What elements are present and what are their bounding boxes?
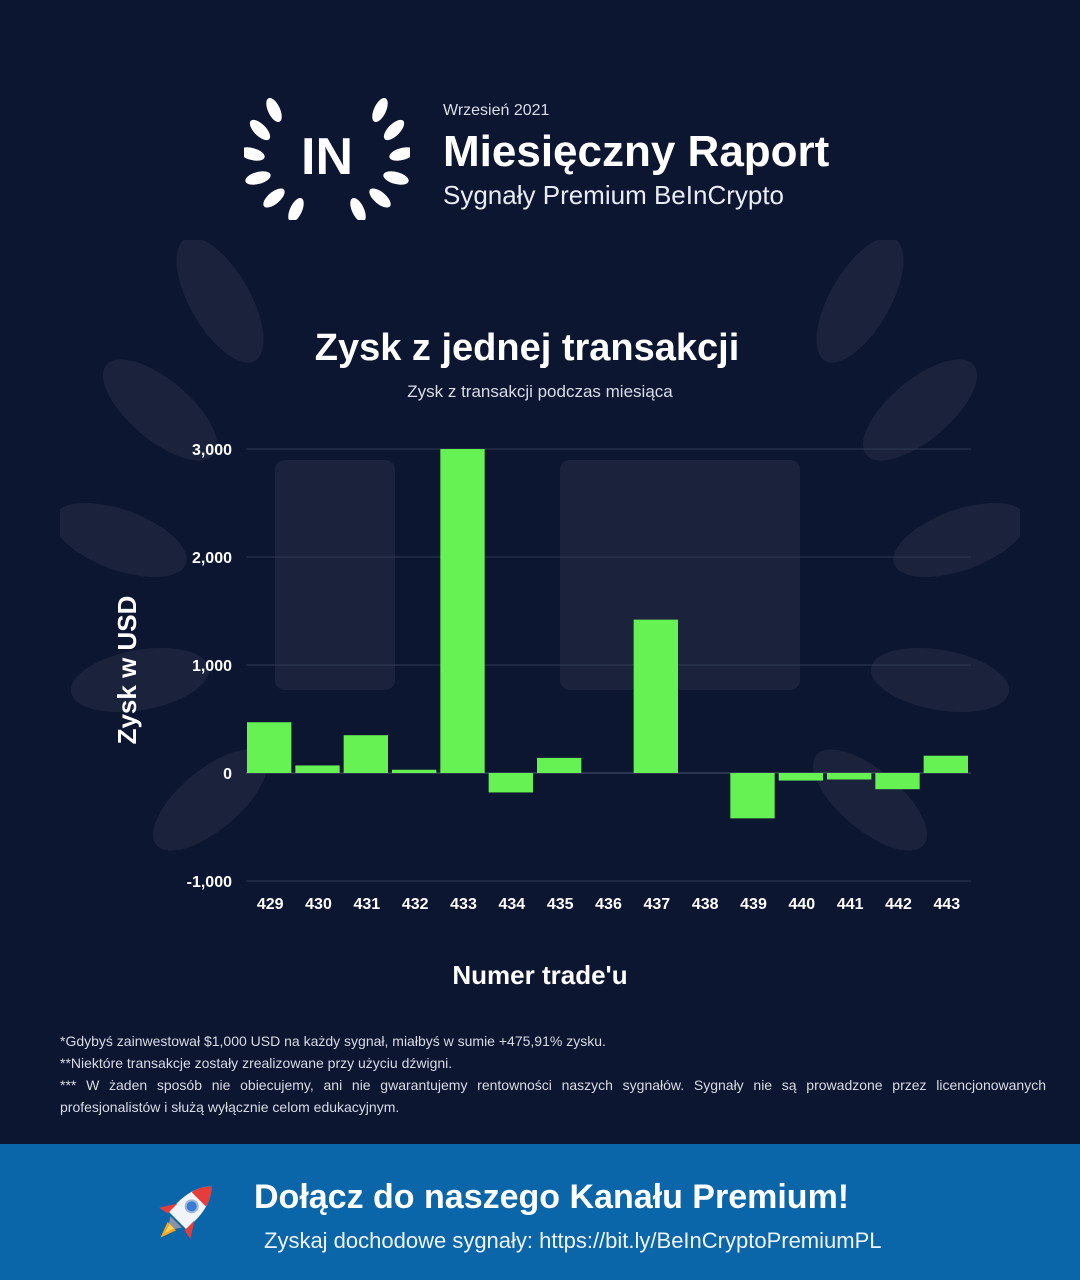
bar-443 xyxy=(923,755,968,773)
y-tick-label: 3,000 xyxy=(192,442,232,459)
bar-434 xyxy=(488,773,533,793)
bar-429 xyxy=(247,722,292,773)
footnotes: *Gdybyś zainwestował $1,000 USD na każdy… xyxy=(60,1030,1046,1118)
y-tick-label: 0 xyxy=(223,766,232,783)
footnote-1: *Gdybyś zainwestował $1,000 USD na każdy… xyxy=(60,1033,606,1049)
x-tick-label: 437 xyxy=(643,896,670,913)
bar-430 xyxy=(295,765,340,773)
bar-441 xyxy=(827,773,872,780)
x-tick-label: 435 xyxy=(547,896,574,913)
premium-banner[interactable]: Dołącz do naszego Kanału Premium! Zyskaj… xyxy=(0,1144,1080,1280)
bar-442 xyxy=(875,773,920,790)
report-title: Miesięczny Raport xyxy=(443,127,830,176)
x-tick-label: 441 xyxy=(837,896,864,913)
y-tick-label: -1,000 xyxy=(187,874,232,891)
x-tick-label: 429 xyxy=(257,896,284,913)
x-tick-label: 438 xyxy=(692,896,719,913)
bar-432 xyxy=(392,769,437,773)
y-axis-title: Zysk w USD xyxy=(112,596,142,745)
profit-bar-chart: Zysk z jednej transakcji Zysk z transakcj… xyxy=(112,327,971,990)
rocket-icon xyxy=(159,1186,212,1239)
bar-437 xyxy=(633,619,678,773)
y-tick-label: 1,000 xyxy=(192,658,232,675)
x-tick-label: 442 xyxy=(885,896,912,913)
svg-text:IN: IN xyxy=(301,128,353,186)
footnote-3: *** W żaden sposób nie obiecujemy, ani n… xyxy=(60,1077,1046,1115)
footnote-2: **Niektóre transakcje zostały zrealizowa… xyxy=(60,1055,453,1071)
x-tick-label: 440 xyxy=(788,896,815,913)
x-tick-label: 430 xyxy=(305,896,332,913)
x-tick-label: 434 xyxy=(498,896,525,913)
y-tick-label: 2,000 xyxy=(192,550,232,567)
bar-431 xyxy=(343,735,388,773)
x-tick-label: 436 xyxy=(595,896,622,913)
x-axis-title: Numer trade'u xyxy=(452,960,627,990)
banner-title: Dołącz do naszego Kanału Premium! xyxy=(254,1178,850,1216)
bar-440 xyxy=(778,773,823,781)
bar-433 xyxy=(440,449,485,773)
laurel-watermark xyxy=(60,240,1020,851)
x-tick-label: 431 xyxy=(353,896,380,913)
report-header: Wrzesień 2021 Miesięczny Raport Sygnały … xyxy=(443,102,829,211)
report-date: Wrzesień 2021 xyxy=(443,102,550,119)
x-tick-label: 443 xyxy=(933,896,960,913)
x-tick-label: 439 xyxy=(740,896,767,913)
bar-439 xyxy=(730,773,775,819)
banner-link[interactable]: Zyskaj dochodowe sygnały: https://bit.ly… xyxy=(264,1228,882,1253)
bar-435 xyxy=(537,757,582,773)
chart-title: Zysk z jednej transakcji xyxy=(315,327,740,369)
report-subtitle: Sygnały Premium BeInCrypto xyxy=(443,180,785,210)
chart-subtitle: Zysk z transakcji podczas miesiąca xyxy=(407,382,673,401)
logo-icon: IN xyxy=(244,97,410,220)
x-tick-label: 432 xyxy=(402,896,429,913)
x-tick-label: 433 xyxy=(450,896,477,913)
